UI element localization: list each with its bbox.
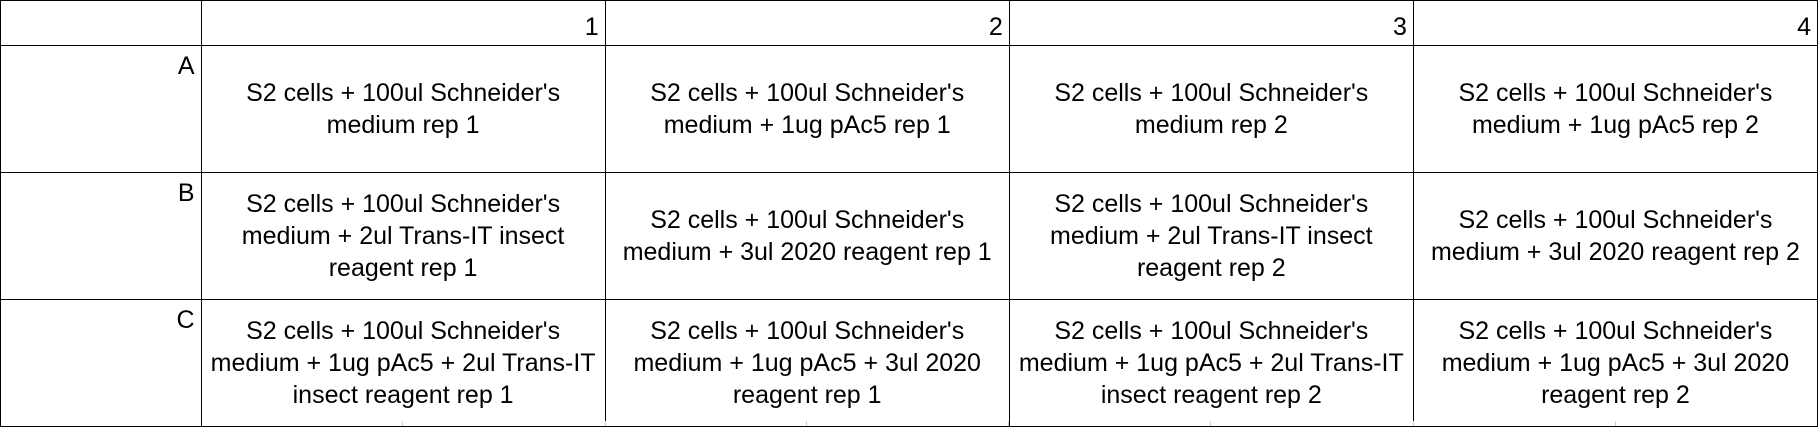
column-header-row: 1 2 3 4 [0, 0, 1818, 46]
cell-b4-text: S2 cells + 100ul Schneider's medium + 3u… [1430, 206, 1800, 266]
corner-cell[interactable] [0, 0, 202, 46]
cell-a2-text: S2 cells + 100ul Schneider's medium + 1u… [650, 79, 965, 139]
cell-b3-text: S2 cells + 100ul Schneider's medium + 2u… [1050, 190, 1373, 282]
cell-b1-text: S2 cells + 100ul Schneider's medium + 2u… [241, 190, 565, 282]
cell-a1-text: S2 cells + 100ul Schneider's medium rep … [246, 79, 561, 139]
cell-b4[interactable]: S2 cells + 100ul Schneider's medium + 3u… [1412, 172, 1818, 300]
cell-a3[interactable]: S2 cells + 100ul Schneider's medium rep … [1008, 45, 1414, 173]
cell-a4[interactable]: S2 cells + 100ul Schneider's medium + 1u… [1412, 45, 1818, 173]
cell-c3[interactable]: S2 cells + 100ul Schneider's medium + 1u… [1008, 299, 1414, 427]
row-label-c[interactable]: C [0, 299, 202, 427]
table-row-b: B S2 cells + 100ul Schneider's medium + … [0, 172, 1818, 300]
column-header-3[interactable]: 3 [1008, 0, 1414, 46]
column-header-2[interactable]: 2 [604, 0, 1010, 46]
column-header-4[interactable]: 4 [1412, 0, 1818, 46]
cell-a4-text: S2 cells + 100ul Schneider's medium + 1u… [1458, 79, 1773, 139]
cell-a2[interactable]: S2 cells + 100ul Schneider's medium + 1u… [604, 45, 1010, 173]
cell-b1[interactable]: S2 cells + 100ul Schneider's medium + 2u… [200, 172, 606, 300]
cell-c2-text: S2 cells + 100ul Schneider's medium + 1u… [633, 317, 981, 409]
cell-b3[interactable]: S2 cells + 100ul Schneider's medium + 2u… [1008, 172, 1414, 300]
cell-c4-text: S2 cells + 100ul Schneider's medium + 1u… [1441, 317, 1790, 409]
row-label-a[interactable]: A [0, 45, 202, 173]
cell-a3-text: S2 cells + 100ul Schneider's medium rep … [1054, 79, 1369, 139]
cell-b2-text: S2 cells + 100ul Schneider's medium + 3u… [622, 206, 992, 266]
cell-a1[interactable]: S2 cells + 100ul Schneider's medium rep … [200, 45, 606, 173]
cell-c3-text: S2 cells + 100ul Schneider's medium + 1u… [1018, 317, 1404, 409]
column-header-1[interactable]: 1 [200, 0, 606, 46]
cell-c1-text: S2 cells + 100ul Schneider's medium + 1u… [210, 317, 596, 409]
next-row-gridlines [0, 421, 1818, 426]
table-row-c: C S2 cells + 100ul Schneider's medium + … [0, 299, 1818, 427]
cell-c1[interactable]: S2 cells + 100ul Schneider's medium + 1u… [200, 299, 606, 427]
cell-c2[interactable]: S2 cells + 100ul Schneider's medium + 1u… [604, 299, 1010, 427]
cell-b2[interactable]: S2 cells + 100ul Schneider's medium + 3u… [604, 172, 1010, 300]
cell-c4[interactable]: S2 cells + 100ul Schneider's medium + 1u… [1412, 299, 1818, 427]
row-label-b[interactable]: B [0, 172, 202, 300]
table-row-a: A S2 cells + 100ul Schneider's medium re… [0, 45, 1818, 173]
